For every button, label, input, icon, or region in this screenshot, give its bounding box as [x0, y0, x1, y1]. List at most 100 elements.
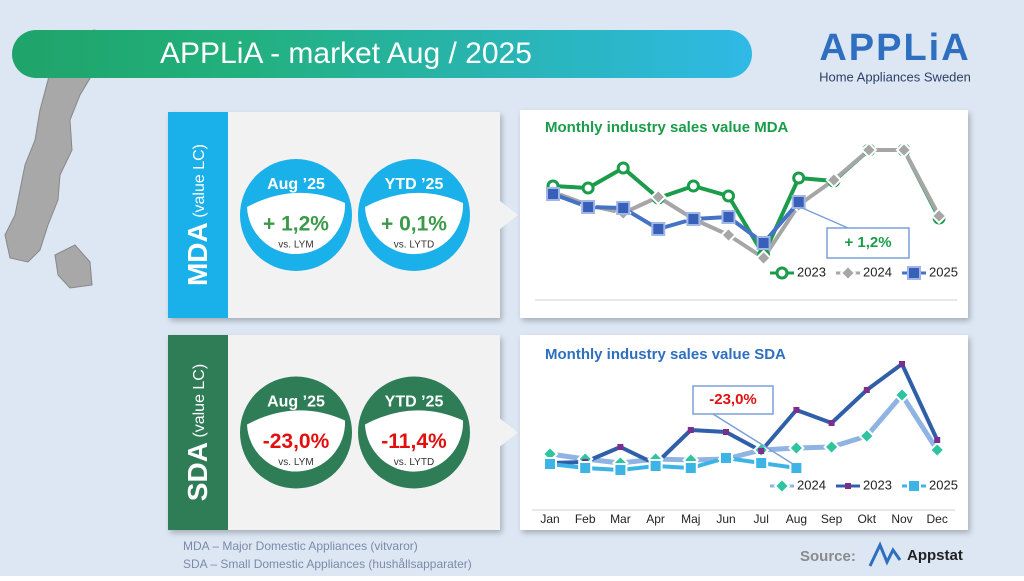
x-tick-label: Mar [610, 512, 631, 526]
marker [825, 171, 843, 189]
x-tick-label: Jun [716, 512, 735, 526]
marker [686, 179, 700, 193]
marker [581, 181, 595, 195]
marker [581, 200, 596, 214]
series-line [549, 362, 940, 466]
marker [839, 264, 857, 282]
footer-note: SDA – Small Domestic Appliances (hushåll… [183, 557, 472, 571]
appstat-icon [868, 541, 902, 567]
kpi-note: vs. LYM [278, 240, 313, 251]
sweden-map [4, 29, 111, 263]
marker [756, 236, 771, 250]
panel-side [168, 112, 228, 318]
marker [787, 439, 805, 457]
annotation-box [826, 227, 910, 259]
x-tick-label: Maj [681, 512, 700, 526]
footer-note: MDA – Major Domestic Appliances (vitvaro… [183, 539, 418, 553]
legend-label: 2025 [929, 477, 958, 492]
marker [791, 195, 806, 209]
logo-subtitle: Home Appliances Sweden [819, 69, 971, 84]
x-tick-label: Okt [857, 512, 876, 526]
marker [858, 427, 876, 445]
marker [893, 386, 911, 404]
header-banner [12, 30, 752, 78]
annotation-arrow [712, 413, 794, 465]
kpi-value: -23,0% [263, 430, 330, 453]
marker [899, 361, 905, 367]
legend-label: 2024 [863, 264, 892, 279]
marker [793, 407, 800, 413]
chart-title: Monthly industry sales value SDA [545, 346, 786, 363]
legend-label: 2024 [797, 477, 826, 492]
marker [907, 479, 921, 493]
chart-title: Monthly industry sales value MDA [545, 119, 789, 136]
marker [686, 212, 701, 226]
x-tick-label: Nov [891, 512, 912, 526]
panel-pointer [500, 201, 518, 229]
marker [616, 161, 630, 175]
marker [723, 429, 729, 435]
panel-label-sub: (value LC) [191, 364, 208, 438]
annotation-arrow [799, 206, 849, 229]
x-tick-label: Sep [821, 512, 843, 526]
marker [863, 387, 870, 393]
panel-label: SDA (value LC) [182, 364, 213, 501]
annotation: -23,0% [709, 391, 757, 408]
panel-label-main: SDA [182, 442, 213, 501]
x-tick-label: Jul [754, 512, 769, 526]
kpi-title: YTD ’25 [385, 176, 444, 193]
x-tick-label: Apr [646, 512, 665, 526]
marker [907, 266, 921, 280]
marker [719, 451, 733, 465]
x-tick-label: Aug [786, 512, 807, 526]
kpi-title: YTD ’25 [385, 394, 444, 411]
marker [613, 463, 628, 477]
kpi-wave [365, 410, 464, 472]
marker [648, 459, 663, 473]
source: Appstat [907, 547, 963, 564]
marker [720, 226, 737, 244]
panel-pointer [500, 418, 518, 447]
marker [578, 461, 593, 475]
kpi-wave [365, 192, 464, 255]
marker [845, 483, 851, 489]
marker [773, 477, 791, 495]
marker [651, 222, 666, 236]
panel-label-sub: (value LC) [191, 144, 208, 218]
annotation-box [692, 385, 774, 415]
marker [789, 461, 804, 475]
marker [754, 456, 769, 470]
marker [683, 461, 698, 475]
panel-label: MDA (value LC) [182, 144, 213, 286]
panel-side [168, 335, 228, 530]
marker [792, 171, 806, 185]
marker [616, 201, 631, 215]
kpi-wave [247, 410, 346, 472]
legend-label: 2023 [863, 477, 892, 492]
x-tick-label: Dec [927, 512, 948, 526]
kpi-note: vs. LYTD [394, 240, 434, 251]
panel-label-main: MDA [182, 222, 213, 286]
marker [930, 207, 948, 225]
kpi-title: Aug ’25 [267, 394, 325, 411]
kpi-title: Aug ’25 [267, 176, 325, 193]
marker [546, 187, 560, 201]
kpi-value: -11,4% [381, 430, 447, 453]
marker [828, 420, 835, 426]
kpi-value: + 1,2% [263, 213, 329, 236]
kpi-value: + 0,1% [381, 213, 447, 236]
header-title: APPLiA - market Aug / 2025 [160, 37, 532, 70]
marker [755, 249, 773, 267]
marker [895, 141, 913, 159]
kpi-note: vs. LYM [278, 457, 313, 468]
marker [823, 438, 841, 456]
marker [617, 444, 624, 450]
marker [934, 437, 941, 443]
marker [928, 441, 946, 459]
marker [722, 189, 735, 203]
kpi-wave [247, 192, 346, 255]
annotation: + 1,2% [844, 234, 891, 251]
kpi-note: vs. LYTD [394, 457, 434, 468]
